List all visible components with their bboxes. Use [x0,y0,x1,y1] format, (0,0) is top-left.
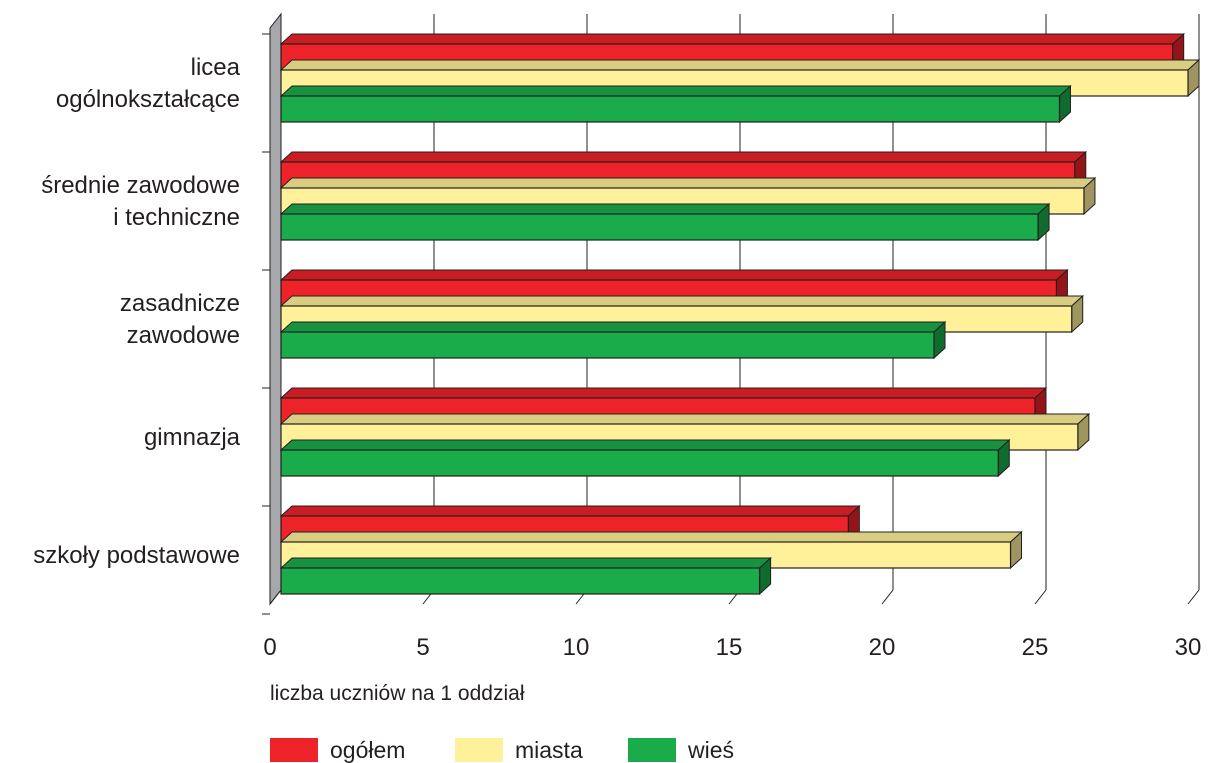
legend-label: ogółem [330,737,405,763]
bars [279,32,1201,596]
bar-top-face [279,557,772,569]
legend-item: miasta [455,737,583,763]
legend-item: ogółem [270,737,405,763]
bar [279,530,1023,570]
legend-label: wieś [687,737,734,763]
floor-gridline [881,589,894,605]
floor-gridline [1034,589,1047,605]
bar-front-face [280,95,1061,123]
category-label: zasadnicze zawodowe [120,290,240,349]
category-label: szkoły podstawowe [33,542,240,569]
bar-top-face [279,439,1011,451]
bar-top-face [279,203,1051,215]
category-label: średnie zawodowe i techniczne [41,172,240,231]
bar-front-face [280,213,1039,241]
category-labels: licea ogólnokształcące średnie zawodowe i t… [33,54,240,569]
x-tick-label: 15 [716,634,743,661]
x-tick-labels: 0 5 10 15 20 25 30 [263,634,1201,661]
bar-top-face [279,295,1085,307]
bar-top-face [279,177,1097,189]
bar-top-face [279,413,1091,425]
category-label: licea ogólnokształcące [56,54,241,113]
x-tick-label: 25 [1022,634,1049,661]
bar-top-face [279,85,1072,97]
bar-top-face [279,321,947,333]
x-tick-label: 10 [563,634,590,661]
bar [279,438,1011,478]
legend-label: miasta [515,737,583,763]
left-wall [269,12,282,606]
bar [279,556,772,596]
bar [279,202,1051,242]
bar [279,320,947,360]
bar-top-face [279,387,1048,399]
legend-swatch [628,738,676,762]
x-axis-label: liczba uczniów na 1 oddział [270,682,525,705]
legend: ogółem miasta wieś [270,737,734,763]
floor-gridline [1187,589,1200,605]
category-label: gimnazja [144,424,241,451]
bar-top-face [279,269,1069,281]
chart-walls [269,12,282,606]
floor-gridline [269,589,282,605]
bar-front-face [280,567,761,595]
legend-swatch [455,738,503,762]
x-tick-label: 5 [416,634,429,661]
bar-front-face [280,331,935,359]
bar [279,84,1072,124]
bar-top-face [279,531,1023,543]
legend-item: wieś [628,737,734,763]
x-tick-label: 20 [869,634,896,661]
legend-swatch [270,738,318,762]
bar-top-face [279,59,1201,71]
bar-top-face [279,505,861,517]
bar-top-face [279,151,1088,163]
x-tick-label: 30 [1175,634,1202,661]
x-tick-label: 0 [263,634,276,661]
bar-top-face [279,33,1185,45]
bar-front-face [280,449,999,477]
